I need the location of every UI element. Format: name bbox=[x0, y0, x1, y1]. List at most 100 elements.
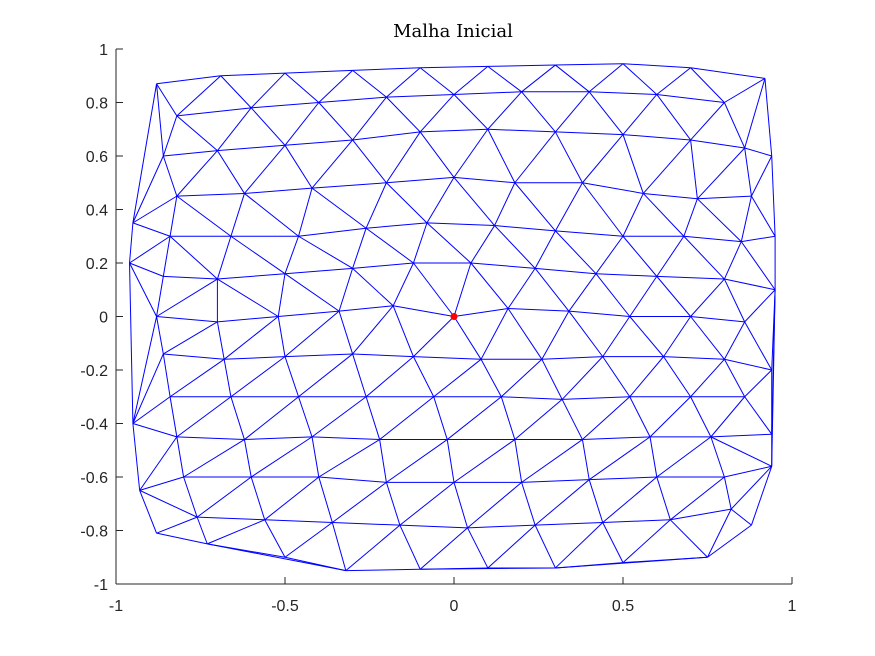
mesh-edge bbox=[602, 356, 631, 398]
mesh-edge bbox=[656, 476, 671, 520]
mesh-edge bbox=[470, 262, 536, 269]
mesh-edge bbox=[216, 150, 245, 194]
mesh-edge bbox=[589, 476, 657, 481]
mesh-edge bbox=[541, 310, 570, 360]
x-tick-label: 0.5 bbox=[612, 598, 634, 615]
mesh-edge bbox=[602, 522, 624, 563]
mesh-edge bbox=[690, 316, 725, 360]
mesh-edge bbox=[622, 556, 708, 564]
mesh-edge bbox=[139, 489, 198, 518]
mesh-edge bbox=[156, 516, 198, 534]
y-tick-label: 0.8 bbox=[86, 96, 108, 113]
mesh-edge bbox=[467, 481, 522, 529]
mesh-edge bbox=[764, 78, 773, 157]
mesh-edge bbox=[284, 310, 340, 358]
mesh-edge bbox=[555, 522, 604, 569]
mesh-edge bbox=[622, 235, 658, 277]
mesh-edge bbox=[622, 134, 691, 141]
mesh-edge bbox=[345, 568, 421, 572]
mesh-edge bbox=[663, 356, 692, 398]
mesh-edge bbox=[582, 396, 631, 440]
mesh-edge bbox=[771, 155, 776, 237]
mesh-edge bbox=[656, 67, 691, 95]
mesh-edge bbox=[298, 187, 313, 237]
mesh-edge bbox=[683, 235, 725, 280]
marker-layer bbox=[450, 313, 458, 320]
mesh-edge bbox=[595, 273, 631, 317]
mesh-edge bbox=[163, 353, 225, 360]
mesh-edge bbox=[217, 107, 252, 151]
mesh-edge bbox=[331, 522, 347, 571]
mesh-edge bbox=[710, 436, 772, 467]
mesh-edge bbox=[132, 155, 164, 224]
mesh-edge bbox=[453, 177, 495, 226]
mesh-edge bbox=[176, 195, 232, 237]
mesh-edge bbox=[643, 192, 698, 200]
mesh-edge bbox=[588, 91, 624, 135]
mesh-edge bbox=[156, 316, 218, 323]
mesh-edge bbox=[220, 72, 286, 77]
mesh-edge bbox=[723, 241, 742, 280]
mesh-edge bbox=[771, 289, 776, 371]
y-tick-label: -0.8 bbox=[80, 524, 108, 541]
mesh-edge bbox=[244, 396, 299, 440]
mesh-edge bbox=[622, 94, 658, 135]
mesh-edge bbox=[629, 356, 664, 398]
mesh-edge bbox=[132, 353, 164, 424]
mesh-edge bbox=[365, 356, 414, 398]
mesh-edge bbox=[521, 91, 556, 133]
mesh-edge bbox=[139, 476, 184, 491]
mesh-edge bbox=[710, 396, 746, 438]
mesh-edge bbox=[217, 144, 286, 152]
mesh-edge bbox=[277, 273, 286, 317]
mesh-edge bbox=[207, 543, 346, 572]
mesh-edge bbox=[250, 436, 313, 478]
mesh-edge bbox=[298, 396, 313, 438]
mesh-edge bbox=[750, 466, 773, 526]
mesh-edge bbox=[710, 433, 772, 438]
mesh-edge bbox=[514, 182, 556, 232]
mesh-edge bbox=[723, 102, 746, 149]
mesh-edge bbox=[487, 65, 522, 93]
mesh-edge bbox=[386, 96, 421, 133]
mesh-edge bbox=[338, 268, 354, 312]
mesh-edge bbox=[535, 267, 597, 275]
mesh-edge bbox=[656, 275, 725, 280]
mesh-edge bbox=[196, 476, 252, 518]
mesh-edge bbox=[318, 476, 333, 523]
mesh-edge bbox=[501, 396, 563, 400]
mesh-edge bbox=[470, 262, 509, 309]
mesh-edge bbox=[392, 262, 414, 307]
mesh-edge bbox=[318, 476, 387, 483]
mesh-edge bbox=[156, 83, 164, 157]
mesh-edge bbox=[386, 439, 448, 483]
mesh-edge bbox=[412, 222, 428, 264]
mesh-edge bbox=[176, 396, 232, 438]
mesh-edge bbox=[366, 222, 428, 229]
mesh-edge bbox=[453, 307, 509, 317]
mesh-edge bbox=[139, 490, 158, 534]
mesh-edge bbox=[656, 93, 725, 103]
mesh-edge bbox=[453, 176, 515, 184]
mesh-edge bbox=[352, 96, 387, 141]
mesh-edge bbox=[541, 356, 603, 360]
mesh-edge bbox=[582, 134, 624, 184]
mesh-edge bbox=[562, 396, 630, 400]
mesh-edge bbox=[521, 479, 590, 483]
mesh-edge bbox=[284, 236, 299, 274]
mesh-edge bbox=[534, 524, 556, 569]
mesh-edge bbox=[514, 131, 556, 184]
mesh-edge bbox=[345, 524, 401, 572]
mesh-edge bbox=[318, 102, 353, 141]
mesh-edge bbox=[507, 308, 543, 360]
mesh-edge bbox=[710, 436, 725, 478]
mesh-edge bbox=[568, 310, 630, 317]
mesh-edge bbox=[582, 436, 651, 441]
mesh-edge bbox=[250, 107, 286, 146]
mesh-edge bbox=[622, 193, 644, 237]
mesh-edge bbox=[534, 268, 570, 312]
x-tick-label: -0.5 bbox=[271, 598, 299, 615]
mesh-edge bbox=[588, 436, 651, 481]
mesh-edge bbox=[750, 155, 773, 197]
mesh-edge bbox=[413, 262, 455, 317]
